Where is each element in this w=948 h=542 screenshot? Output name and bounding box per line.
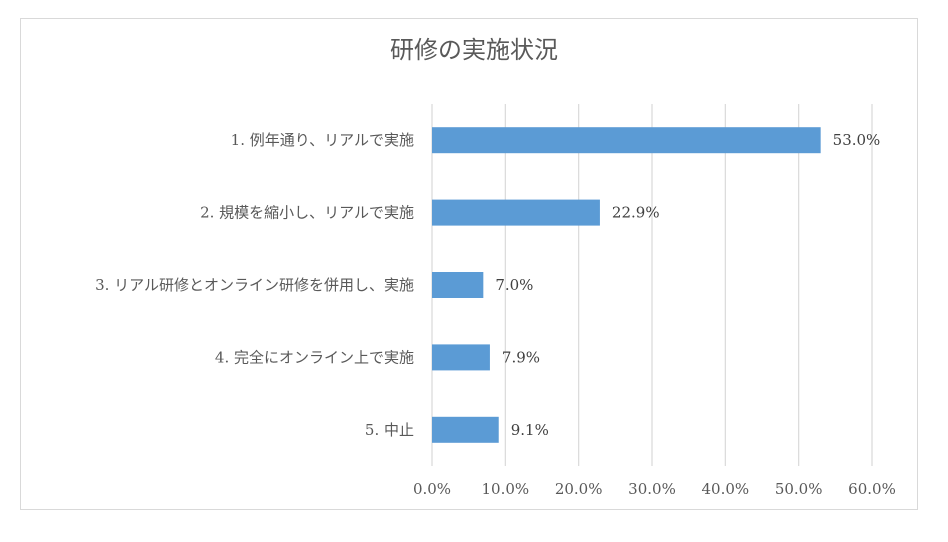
category-label: 4. 完全にオンライン上で実施 [215, 348, 414, 366]
bars [432, 127, 821, 443]
bar [432, 416, 499, 443]
category-label: 1. 例年通り、リアルで実施 [231, 131, 414, 149]
data-label: 7.0% [495, 276, 533, 294]
labels: 0.0% 10.0% 20.0% 30.0% 40.0% 50.0% 60.0% 1. 例年通… [95, 131, 896, 498]
data-label: 53.0% [833, 131, 881, 149]
bar [432, 199, 600, 226]
bar [432, 272, 484, 298]
category-label: 3. リアル研修とオンライン研修を併用し、実施 [95, 276, 414, 294]
category-label: 2. 規模を縮小し、リアルで実施 [200, 204, 414, 222]
bar [432, 127, 821, 154]
category-label: 5. 中止 [365, 421, 414, 439]
data-label: 22.9% [612, 204, 660, 222]
x-tick-label: 30.0% [628, 480, 676, 498]
x-tick-label: 50.0% [775, 480, 823, 498]
x-tick-label: 20.0% [555, 480, 603, 498]
chart-title: 研修の実施状況 [390, 36, 558, 64]
x-tick-label: 0.0% [413, 480, 451, 498]
x-tick-label: 60.0% [848, 480, 896, 498]
grid-lines [431, 104, 873, 466]
data-label: 9.1% [511, 421, 549, 439]
data-label: 7.9% [502, 348, 540, 366]
bar [432, 344, 490, 371]
x-tick-label: 40.0% [702, 480, 750, 498]
x-tick-label: 10.0% [482, 480, 530, 498]
